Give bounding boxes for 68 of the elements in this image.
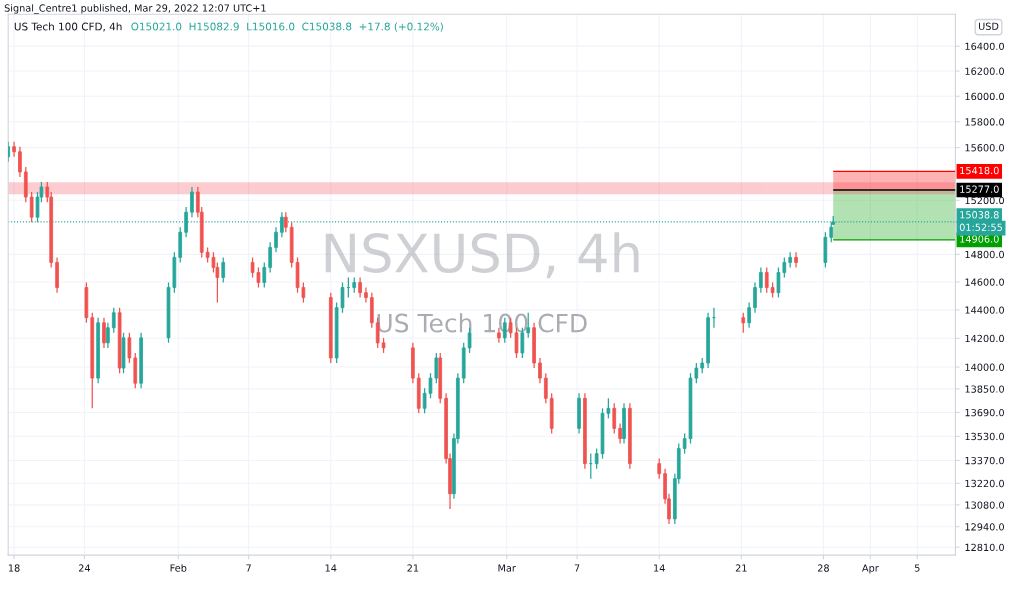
candlestick [268,241,272,274]
y-tick-label: 12810.0 [965,543,1004,552]
candlestick [280,211,284,238]
ref-line-label: 15277.0 [960,185,999,193]
candlestick [618,422,622,445]
candlestick [127,332,132,364]
candlestick [764,266,769,294]
text: 01:52:55 [959,223,1002,231]
y-tick-label: 15600.0 [965,144,1004,152]
x-tick-label: 5 [914,564,920,572]
y-tick-label: 15200.0 [965,196,1004,205]
y-tick-label: 14000.0 [965,363,1004,371]
y-tick-label: 16000.0 [965,92,1004,101]
x-tick-label: 28 [817,564,829,572]
candlestick [111,307,116,334]
y-tick-label: 13370.0 [965,456,1004,465]
x-tick-label: 21 [407,564,419,572]
y-axis-title: USD [979,22,999,30]
y-tick-label: 12940.0 [965,523,1004,531]
candlestick [106,322,110,349]
candlestick [18,146,22,178]
y-tick-label: 14400.0 [965,306,1004,314]
candlestick [29,191,34,223]
candlestick [12,141,16,158]
candlestick [283,211,288,233]
ref-line-label: 14906.0 [960,235,999,243]
x-tick-label: 7 [246,564,251,572]
y-tick-label: 13080.0 [965,501,1004,509]
y-tick-label: 13530.0 [965,432,1004,441]
ref-line-label: 15038.8 [960,211,999,219]
x-tick-label: Mar [498,564,516,572]
candlestick [747,301,751,329]
ref-line-label: 15418.0 [960,166,999,175]
text: Signal_Centre1 published, Mar 29, 2022 12:07 UTC+1 [4,4,266,14]
candlestick [262,261,267,289]
x-tick-label: 21 [735,564,747,572]
x-tick-label: 18 [8,564,20,572]
y-tick-label: 14200.0 [965,334,1004,343]
y-tick-label: 13850.0 [965,385,1004,393]
y-tick-label: 14600.0 [965,278,1004,286]
x-tick-label: 14 [325,564,337,572]
y-tick-label: 16400.0 [965,42,1004,51]
candlestick [538,357,542,384]
y-tick-label: 13690.0 [965,408,1004,417]
text: US Tech 100 CFD, 4h [14,22,122,32]
candlestick [526,312,531,339]
y-tick-label: 14800.0 [965,250,1004,259]
y-tick-label: 16200.0 [965,67,1004,75]
candlestick [102,317,106,349]
candlestick [274,226,278,253]
x-tick-label: 14 [654,564,665,572]
x-tick-label: 7 [574,564,580,572]
candlestick [794,251,798,269]
x-tick-label: Feb [170,564,187,572]
x-tick-label: 24 [78,564,91,572]
candlestick [741,312,746,334]
candlestick [612,402,617,435]
y-tick-label: 13220.0 [965,479,1004,488]
x-tick-label: Apr [862,564,879,574]
y-tick-label: 15800.0 [965,118,1004,126]
candlestick [190,186,194,218]
candlestick [657,457,662,480]
candlestick [543,372,548,404]
candlestick [221,256,226,284]
text: O15021.0 H15082.9 L15016.0 C15038.8 +17.8 (+0.12%) [131,22,443,32]
candlestick [753,281,757,314]
candlestick [759,266,763,294]
candlestick [364,286,368,304]
